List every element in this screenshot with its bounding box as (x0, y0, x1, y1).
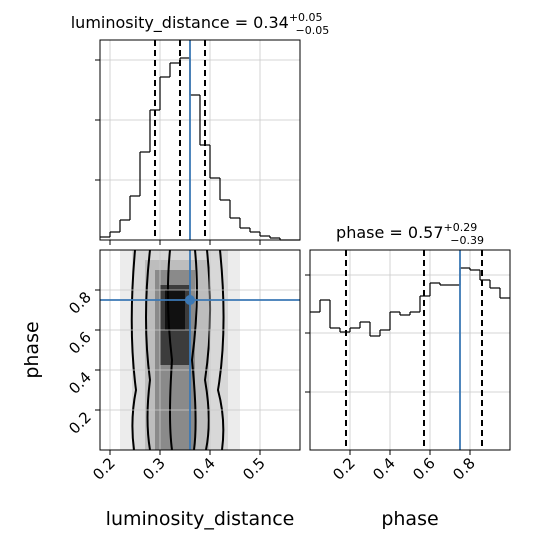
x-tick-label: 0.2 (89, 454, 119, 484)
x-tick-label: 0.2 (329, 454, 359, 484)
y-tick-label: 0.2 (65, 408, 95, 438)
y-axis-label: phase (21, 321, 43, 378)
panel-frame (99, 39, 301, 241)
title-plus: +0.05 (289, 11, 323, 24)
panel-title: phase = 0.57+0.29 −0.39 (336, 221, 484, 247)
title-main: luminosity_distance = 0.34 (71, 13, 289, 33)
truth-point (185, 295, 195, 305)
y-tick-label: 0.6 (65, 328, 95, 358)
x-tick-label: 0.4 (189, 454, 219, 484)
panel-frame (99, 249, 301, 451)
x-tick-label: 0.5 (239, 454, 269, 484)
panel-title: luminosity_distance = 0.34+0.05 −0.05 (71, 11, 330, 37)
x-tick-label: 0.4 (369, 454, 399, 484)
y-tick-label: 0.8 (65, 288, 95, 318)
x-axis-label: luminosity_distance (106, 508, 295, 530)
x-tick-label: 0.3 (139, 454, 169, 484)
density-background (120, 249, 240, 451)
title-minus: −0.05 (296, 24, 330, 37)
x-axis-label: phase (381, 508, 438, 530)
title-main: phase = 0.57 (336, 223, 443, 242)
x-tick-label: 0.8 (449, 454, 479, 484)
title-plus: +0.29 (444, 221, 478, 234)
y-tick-label: 0.4 (65, 368, 95, 398)
panel-frame (309, 249, 511, 451)
x-tick-label: 0.6 (409, 454, 439, 484)
title-minus: −0.39 (450, 234, 484, 247)
